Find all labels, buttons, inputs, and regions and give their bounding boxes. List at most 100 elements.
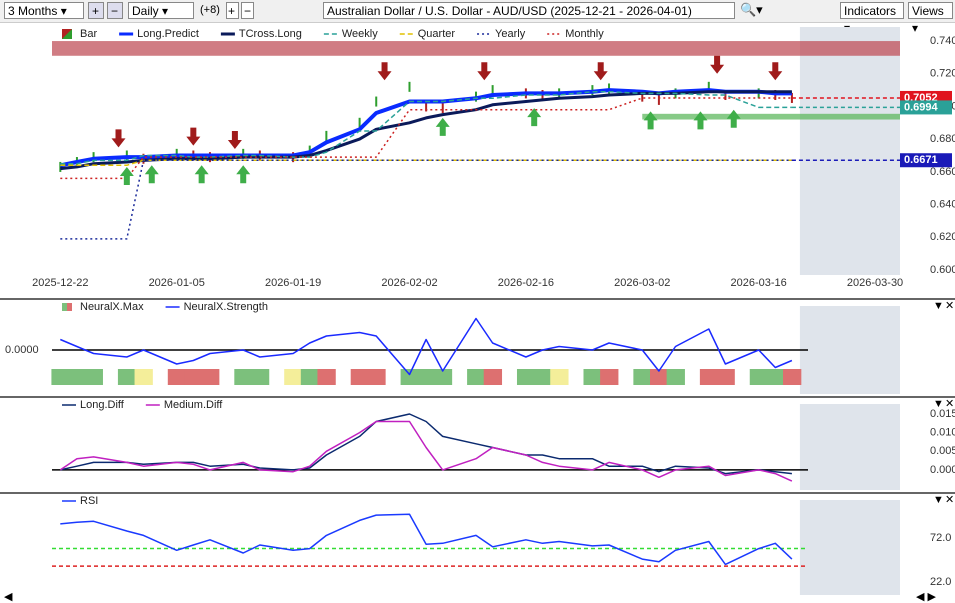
signal-cell (600, 369, 619, 385)
zoom-out[interactable]: − (107, 2, 123, 19)
price-bar (358, 117, 361, 128)
signal-cell (649, 369, 669, 385)
signal-cell (583, 369, 602, 385)
x-tick-label: 2026-02-02 (381, 277, 437, 289)
indicators: Indicators (844, 4, 897, 18)
signal-cell (699, 369, 719, 385)
signal-arrow (643, 111, 658, 130)
y-tick-label: 0.0000 (5, 344, 39, 356)
views: Views (912, 4, 944, 18)
future-area (799, 306, 900, 394)
signal-cell (300, 369, 320, 385)
price-bar (641, 91, 644, 102)
signal-cell (234, 369, 253, 385)
price-label-box (900, 153, 952, 168)
signal-cell (317, 369, 336, 385)
series-line (60, 90, 792, 171)
remove[interactable]: − (241, 2, 254, 19)
series-line (60, 317, 793, 376)
legend-label: Quarter (418, 28, 456, 40)
signal-cell (666, 369, 685, 385)
symbol-box[interactable]: Australian Dollar / U.S. Dollar - AUD/US… (323, 2, 735, 19)
signal-arrow (186, 127, 201, 146)
signal-cell (550, 369, 569, 385)
legend-label: Bar (80, 28, 97, 40)
series-line (60, 159, 792, 240)
series-line (60, 513, 793, 566)
signal-arrow (119, 166, 134, 185)
signal-cell (766, 369, 785, 385)
signal-arrow (194, 165, 209, 184)
x-tick-label: 2026-03-02 (614, 277, 670, 289)
signal-arrow (227, 130, 242, 149)
panel-menu: ▼ (933, 300, 944, 312)
signal-cell (749, 369, 769, 385)
x-tick-label: 2026-03-16 (731, 277, 787, 289)
interval-select[interactable]: Daily ▾ (128, 2, 194, 19)
panel-menu: ▼ (933, 398, 944, 410)
legend-label: Long.Diff (80, 399, 125, 411)
x-tick-label: 2026-01-05 (149, 277, 205, 289)
legend-icon (62, 303, 67, 311)
series-line (59, 420, 793, 482)
legend-label: NeuralX.Max (80, 301, 144, 313)
signal-cell (433, 369, 453, 385)
price-bar (375, 96, 378, 107)
legend-label: Yearly (495, 28, 526, 40)
price-bar (325, 130, 328, 141)
signal-arrow (593, 62, 608, 81)
signal-cell (134, 369, 153, 385)
legend-label: RSI (80, 495, 98, 507)
price-bar (408, 81, 411, 92)
legend-label: Medium.Diff (164, 399, 223, 411)
add[interactable]: + (226, 2, 239, 19)
future-area (799, 500, 900, 595)
price-bar (441, 103, 444, 114)
offset: (+8) (200, 4, 220, 16)
x-tick-label: 2026-03-30 (847, 277, 903, 289)
views-button[interactable]: Views ▾ (908, 2, 953, 35)
indicators-button[interactable]: Indicators ▾ (840, 2, 904, 35)
legend-label: Monthly (565, 28, 604, 40)
y-tick-label: 0.0000 (930, 464, 955, 476)
signal-cell (483, 369, 503, 385)
legend-label: TCross.Long (239, 28, 302, 40)
interval: Daily (132, 4, 159, 18)
signal-cell (417, 369, 436, 385)
price-label: 0.6994 (904, 101, 939, 113)
scroll-arrows: ◀ (4, 591, 13, 603)
x-tick-label: 2026-02-16 (498, 277, 554, 289)
signal-arrow (111, 129, 126, 148)
panel-background (52, 27, 900, 296)
panel-close: ✕ (945, 300, 954, 312)
period-select[interactable]: 3 Months ▾ (4, 2, 84, 19)
price-label: 0.6671 (904, 154, 938, 166)
legend-label: NeuralX.Strength (184, 301, 268, 313)
signal-cell (716, 369, 735, 385)
price-label-box (900, 100, 952, 115)
future-area (799, 404, 900, 490)
signal-arrow (527, 108, 542, 127)
price-bar (491, 85, 494, 96)
signal-cell (51, 369, 70, 385)
signal-cell (68, 369, 87, 385)
signal-cell (201, 369, 220, 385)
zoom-in[interactable]: + (88, 2, 104, 19)
symbol-title: Australian Dollar / U.S. Dollar - AUD/US… (327, 4, 692, 18)
search-icon[interactable]: 🔍▾ (740, 2, 763, 17)
signal-cell (633, 369, 652, 385)
price-bar (425, 101, 428, 112)
x-tick-label: 2025-12-22 (32, 277, 88, 289)
signal-arrow (144, 165, 159, 184)
y-tick-label: 0.6000 (930, 264, 955, 276)
zone (642, 113, 900, 120)
signal-cell (467, 369, 486, 385)
